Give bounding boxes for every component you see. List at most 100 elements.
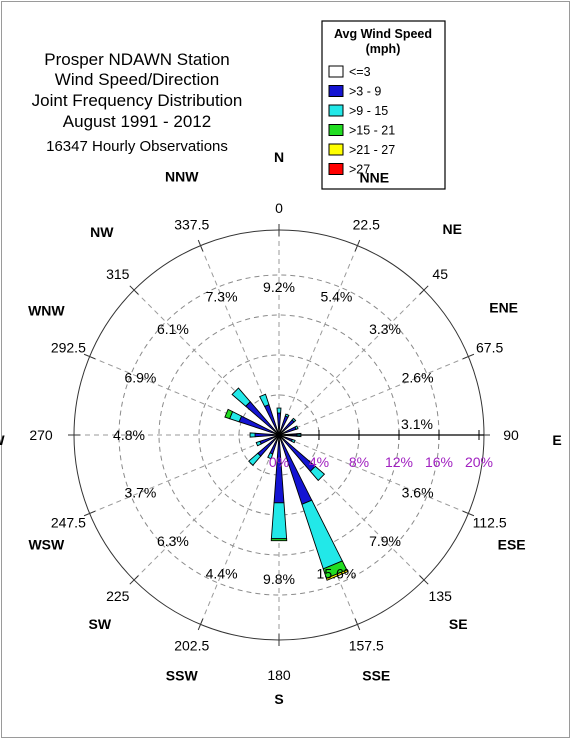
bar-SSE-band-1	[279, 437, 313, 505]
bar-S-band-3	[270, 538, 288, 542]
outer-tick-6	[419, 575, 429, 585]
bar-SW-band-2	[248, 452, 262, 466]
compass-label-S: S	[274, 691, 283, 707]
degree-label-NW: 315	[106, 266, 130, 282]
bar-NNW-band-2	[259, 393, 270, 407]
degree-label-SE: 135	[429, 588, 453, 604]
grid-spoke-3	[278, 356, 469, 436]
bar-SSE-band-2	[301, 499, 343, 570]
grid-spoke-1	[278, 245, 358, 436]
bar-S-band-2	[270, 502, 288, 540]
outer-tick-3	[462, 353, 475, 360]
degree-label-W: 270	[29, 427, 53, 443]
degree-label-WSW: 247.5	[51, 514, 86, 530]
legend-title-line-2: (mph)	[366, 42, 401, 56]
bar-WSW-band-2	[255, 440, 262, 447]
outer-tick-5	[462, 510, 475, 517]
radial-axis: 0% 4% 8% 12% 16% 20%	[269, 430, 493, 470]
frequency-label-N: 9.2%	[263, 279, 295, 295]
frequency-label-WNW: 6.9%	[124, 370, 156, 386]
degree-label-SSW: 202.5	[174, 638, 209, 654]
compass-label-NE: NE	[442, 221, 461, 237]
title-line-3: Joint Frequency Distribution	[32, 91, 243, 110]
grid-spoke-10	[133, 434, 280, 581]
compass-label-W: W	[0, 432, 5, 448]
legend-label-1: >3 - 9	[349, 85, 381, 99]
bar-ESE-band-2	[290, 438, 296, 444]
legend-swatch-5	[328, 163, 344, 175]
frequency-label-SW: 6.3%	[157, 533, 189, 549]
frequency-label-SSW: 4.4%	[206, 566, 238, 582]
outer-tick-7	[354, 618, 361, 631]
frequency-label-NNW: 7.3%	[206, 288, 238, 304]
legend-swatch-3	[328, 124, 344, 136]
compass-label-SSE: SSE	[362, 668, 390, 684]
legend-label-0: <=3	[349, 65, 371, 79]
degree-label-SSE: 157.5	[349, 638, 384, 654]
frequency-label-W: 4.8%	[113, 427, 145, 443]
compass-label-WSW: WSW	[28, 536, 65, 552]
compass-label-SW: SW	[88, 616, 111, 632]
bar-S-band-1	[273, 437, 285, 504]
legend-swatch-2	[328, 104, 344, 117]
frequency-label-WSW: 3.7%	[124, 484, 156, 500]
degree-label-NNE: 22.5	[353, 216, 380, 232]
legend-swatch-0	[328, 65, 344, 78]
bar-SE-band-2	[309, 465, 326, 482]
frequency-label-NNE: 5.4%	[320, 288, 352, 304]
bar-NNE-band-2	[284, 413, 290, 418]
grid-spoke-11	[89, 434, 280, 514]
bar-SSE-band-4	[325, 569, 349, 581]
outer-tick-2	[419, 285, 429, 295]
degree-label-ESE: 112.5	[473, 514, 507, 530]
outer-tick-9	[197, 618, 204, 631]
degree-label-SW: 225	[106, 588, 130, 604]
legend-label-2: >9 - 15	[349, 104, 388, 118]
degree-label-ENE: 67.5	[476, 340, 503, 356]
legend-items: <=3 >3 - 9 >9 - 15 >15 - 21 >21 - 27 >27	[328, 65, 395, 177]
compass-label-E: E	[552, 432, 561, 448]
outer-tick-1	[354, 239, 361, 252]
outer-tick-11	[83, 510, 96, 517]
outer-tick-15	[197, 239, 204, 252]
bar-N-band-2	[276, 407, 282, 414]
compass-label-ESE: ESE	[498, 536, 526, 552]
outer-tick-13	[83, 353, 96, 360]
degree-label-E: 90	[503, 427, 519, 443]
outer-tick-10	[129, 575, 139, 585]
bar-W-band-1	[254, 432, 278, 438]
frequency-label-ESE: 3.6%	[402, 484, 434, 500]
legend-label-5: >27	[349, 163, 370, 177]
grid-spoke-5	[278, 434, 469, 514]
frequency-label-S: 9.8%	[263, 571, 295, 587]
legend-title-line-1: Avg Wind Speed	[334, 27, 432, 41]
compass-label-SSW: SSW	[166, 668, 199, 684]
bar-WNW-band-3	[224, 408, 234, 420]
legend-label-4: >21 - 27	[349, 143, 395, 157]
outer-tick-14	[129, 285, 139, 295]
title-line-4: August 1991 - 2012	[63, 112, 211, 131]
grid-spoke-9	[200, 434, 280, 625]
frequency-label-ENE: 2.6%	[402, 370, 434, 386]
radial-tick-label-5: 20%	[465, 454, 493, 470]
degree-label-N: 0	[275, 200, 283, 216]
direction-labels: 0 N 9.2% 22.5 NNE 5.4% 45 NE 3.3% 67.5 ENE 2.6% 90 E 3…	[0, 149, 562, 707]
frequency-label-SSE: 15.6%	[317, 566, 357, 582]
radial-tick-label-2: 8%	[349, 454, 369, 470]
compass-label-SE: SE	[449, 616, 468, 632]
frequency-label-NE: 3.3%	[369, 321, 401, 337]
title-line-1: Prosper NDAWN Station	[44, 50, 229, 69]
bar-ENE-band-2	[294, 425, 299, 430]
degree-label-NE: 45	[432, 266, 448, 282]
title-block: Prosper NDAWN Station Wind Speed/Directi…	[32, 50, 243, 155]
bar-NE-band-2	[291, 417, 297, 423]
title-line-2: Wind Speed/Direction	[55, 70, 219, 89]
frequency-label-E: 3.1%	[401, 416, 433, 432]
legend-swatch-4	[328, 143, 344, 156]
radial-tick-label-1: 4%	[309, 454, 329, 470]
wind-bars	[224, 387, 349, 581]
grid-spoke-13	[89, 356, 280, 436]
bar-NW-band-2	[231, 387, 251, 407]
